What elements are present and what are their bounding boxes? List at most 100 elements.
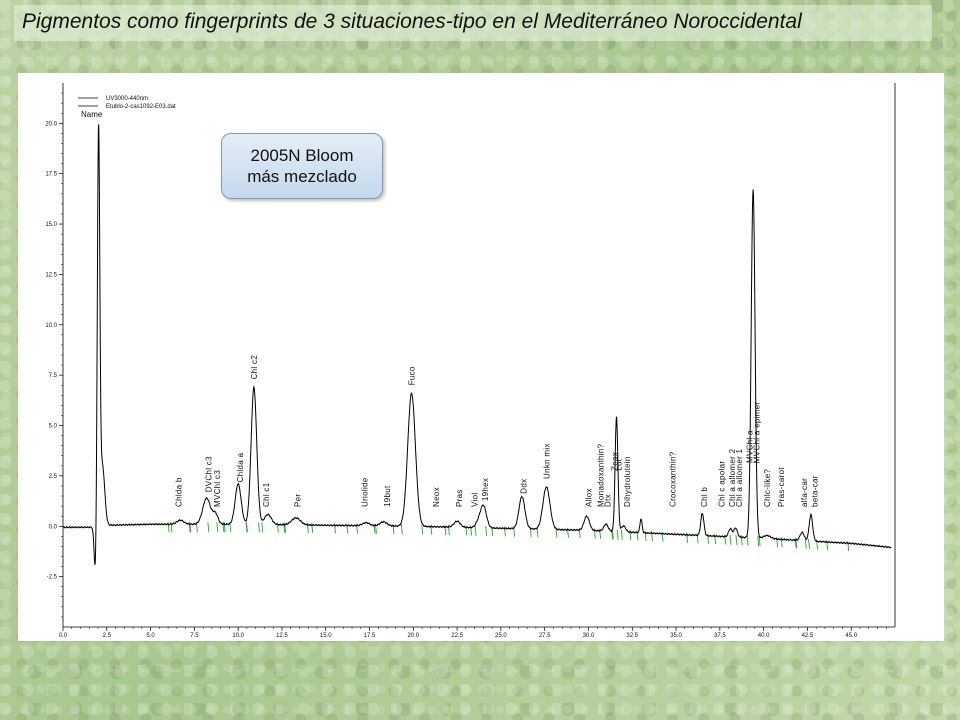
x-tick-label: 12.5 (276, 633, 288, 639)
baseline-mark (714, 534, 717, 545)
x-tick-label: 45.0 (845, 633, 857, 639)
peak-labels: Chlda b DVChl c3 MVChl c3 Chlda a Chl c2 Chl … (175, 355, 820, 507)
peak-label: Chl c1 (262, 482, 271, 507)
callout-line-1: 2005N Bloom (250, 146, 354, 165)
legend-header: Name (81, 110, 103, 119)
chromatogram-panel: 0.0 2.5 5.0 7.5 10.0 12.5 15.0 17.5 20.0 22.5 25.0… (18, 73, 944, 641)
peak-label: beta-car (810, 475, 819, 507)
chart-legend: UV3000-440nm Etublo-2-cas1092-E03.dat Na… (78, 96, 176, 119)
baseline-mark (847, 541, 850, 552)
peak-label: Zeax (611, 452, 620, 471)
y-tick-label: 15.0 (45, 222, 57, 228)
baseline-mark (611, 529, 614, 540)
peak-label: Viol (471, 493, 480, 507)
baseline-mark (216, 522, 219, 533)
baseline-mark (616, 529, 619, 540)
y-tick-label: 0.0 (49, 524, 58, 530)
peak-label: Ddx (520, 479, 529, 494)
title-band (14, 5, 932, 41)
baseline-mark (229, 522, 232, 533)
baseline-mark (758, 536, 761, 547)
x-tick-label: 42.5 (802, 633, 814, 639)
baseline-mark (246, 522, 248, 533)
baseline-mark (207, 522, 210, 533)
baseline-mark (555, 527, 558, 538)
peak-label: Crocoxanthin? (669, 451, 678, 507)
peak-label: Dihydrolutein (623, 456, 632, 507)
x-tick-label: 20.0 (407, 633, 419, 639)
x-tick-label: 37.5 (714, 633, 726, 639)
peak-label: Chlda a (236, 452, 245, 482)
baseline-mark (804, 538, 807, 549)
baseline-mark (474, 525, 477, 536)
x-tick-label: 5.0 (146, 633, 155, 639)
y-tick-label: -2.5 (47, 575, 58, 581)
peak-label: Chl c2 (250, 355, 259, 380)
baseline-marks (167, 522, 850, 552)
baseline-mark (808, 538, 810, 549)
peak-label: Chl b (700, 487, 709, 507)
peak-label: MVChl a epimer (753, 402, 762, 464)
axes: 0.0 2.5 5.0 7.5 10.0 12.5 15.0 17.5 20.0 22.5 25.0… (45, 83, 896, 639)
chromatogram-trace (62, 124, 892, 565)
y-tick-label: 12.5 (45, 272, 57, 278)
baseline-mark (729, 534, 732, 545)
peak-label: Chl a allomer 1 (735, 448, 744, 507)
peak-label: Pras (455, 489, 464, 507)
baseline-mark (757, 536, 760, 547)
y-tick-label: 2.5 (49, 474, 58, 480)
peak-label: DVChl c3 (204, 456, 213, 492)
x-tick-label: 27.5 (539, 633, 551, 639)
peak-label: Neox (432, 487, 441, 507)
x-tick-label: 35.0 (670, 633, 682, 639)
peak-label: MVChl c3 (213, 470, 222, 507)
y-tick-label: 10.0 (45, 323, 57, 329)
baseline-mark (258, 522, 260, 533)
x-tick-label: 32.5 (626, 633, 638, 639)
peak-label: Dtx (604, 494, 613, 507)
legend-entry-1: UV3000-440nm (106, 96, 148, 102)
baseline-mark (400, 524, 403, 535)
y-tick-label: 5.0 (49, 424, 58, 430)
peak-label: 19but (383, 485, 392, 507)
x-tick-label: 22.5 (451, 633, 463, 639)
baseline-mark (620, 529, 623, 540)
peak-label: 19hex (481, 478, 490, 501)
chromatogram-chart: 0.0 2.5 5.0 7.5 10.0 12.5 15.0 17.5 20.0 22.5 25.0… (45, 83, 896, 639)
peak-label: MVChl a (746, 430, 755, 463)
y-tick-label: 17.5 (45, 172, 57, 178)
peak-label: Allox (585, 488, 594, 507)
peak-label: alfa-car (800, 478, 809, 507)
peak-label: Pras-carot (777, 467, 786, 507)
x-tick-label: 17.5 (364, 633, 376, 639)
y-tick-label: 20.0 (45, 121, 57, 127)
peak-label: Lut (614, 458, 623, 470)
baseline-mark (421, 524, 424, 535)
x-tick-label: 0.0 (59, 633, 68, 639)
legend-entry-2: Etublo-2-cas1092-E03.dat (106, 104, 176, 110)
y-tick-label: 7.5 (49, 373, 58, 379)
peak-label: Chlda b (175, 477, 184, 507)
callout-line-2: más mezclado (247, 167, 357, 186)
peak-label: Per (294, 494, 303, 507)
peak-label: Uriolide (360, 477, 369, 507)
baseline-mark (485, 525, 488, 536)
baseline-mark (245, 522, 248, 533)
x-tick-label: 7.5 (190, 633, 199, 639)
x-tick-label: 10.0 (232, 633, 244, 639)
x-tick-label: 15.0 (320, 633, 332, 639)
sample-callout: 2005N Bloom más mezclado (221, 133, 383, 199)
peak-label: Unkn mix (542, 443, 551, 479)
baseline-mark (746, 535, 749, 546)
baseline-mark (735, 535, 738, 546)
peak-label: Monadoxanthin? (597, 443, 606, 507)
peak-label: Chlc-like? (763, 469, 772, 507)
x-tick-label: 25.0 (495, 633, 507, 639)
x-tick-label: 30.0 (583, 633, 595, 639)
x-tick-label: 2.5 (103, 633, 112, 639)
peak-label: Chl c apolar (718, 461, 727, 507)
peak-label: Fuco (408, 366, 417, 385)
peak-label: Chl a allomer 2 (728, 448, 737, 507)
x-tick-label: 40.0 (758, 633, 770, 639)
baseline-mark (261, 522, 264, 533)
